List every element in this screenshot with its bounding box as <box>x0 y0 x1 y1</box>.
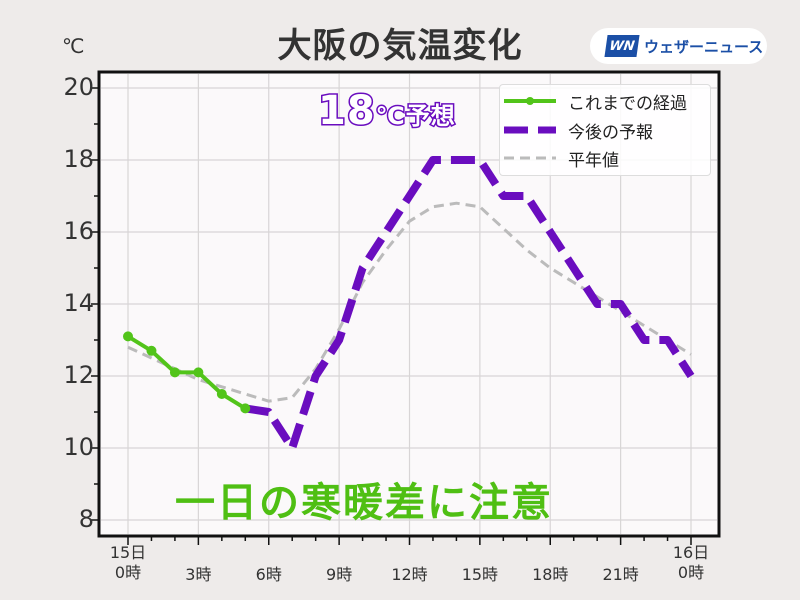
brand-name: ウェザーニュース <box>644 37 764 56</box>
y-axis-unit: ℃ <box>62 34 85 58</box>
legend-purple-dash-icon <box>504 126 556 134</box>
y-tick-label: 18 <box>63 145 94 173</box>
y-tick-label: 8 <box>78 505 94 533</box>
x-tick-label: 16日 0時 <box>672 543 710 582</box>
x-tick-label: 6時 <box>255 565 282 584</box>
y-tick-label: 16 <box>63 217 94 245</box>
legend-item-normal: 平年値 <box>500 144 710 172</box>
chart-legend: これまでの経過 今後の予報 平年値 <box>499 84 711 176</box>
axis-ticks <box>91 87 692 545</box>
legend-green-line-icon <box>504 97 556 105</box>
chart-series <box>123 156 695 452</box>
chart-title: 大阪の気温変化 <box>277 26 523 66</box>
legend-item-observed: これまでの経過 <box>500 87 710 115</box>
x-tick-label: 18時 <box>532 565 569 584</box>
x-tick-label: 12時 <box>391 565 428 584</box>
y-tick-label: 14 <box>63 289 94 317</box>
y-tick-label: 12 <box>63 361 94 389</box>
x-tick-label: 21時 <box>602 565 639 584</box>
y-tick-label: 20 <box>63 73 94 101</box>
x-tick-label: 15日 0時 <box>109 543 147 582</box>
legend-gray-dash-icon <box>504 156 556 160</box>
x-tick-label: 3時 <box>185 565 212 584</box>
legend-item-forecast: 今後の予報 <box>500 116 710 144</box>
y-tick-label: 10 <box>63 433 94 461</box>
x-tick-label: 9時 <box>326 565 353 584</box>
brand-badge: WN ウェザーニュース <box>590 28 767 64</box>
x-tick-label: 15時 <box>461 565 499 584</box>
forecast-high-annotation: 18℃予想 <box>317 87 457 136</box>
temperature-swing-warning: 一日の寒暖差に注意 <box>175 480 553 526</box>
forecast-high-value: 18 <box>317 87 377 136</box>
forecast-high-suffix: ℃予想 <box>374 101 456 132</box>
